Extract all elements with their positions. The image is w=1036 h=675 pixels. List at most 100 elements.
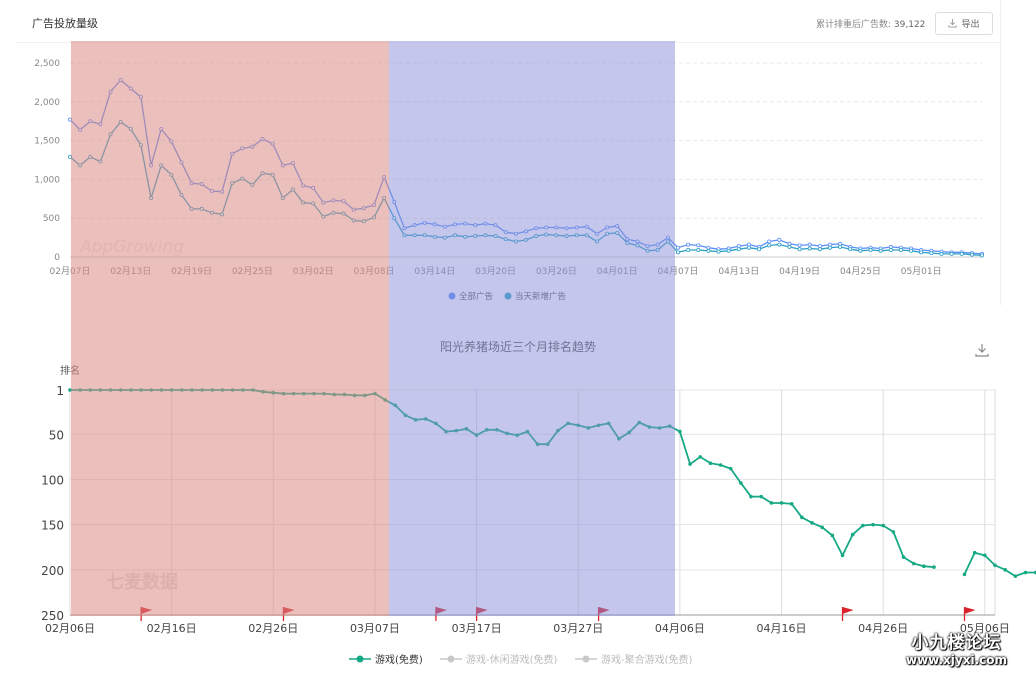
x-tick-label: 04月07日	[658, 266, 699, 277]
data-point	[716, 249, 721, 254]
download-chart-icon[interactable]	[975, 343, 989, 357]
rank-point	[1003, 568, 1007, 572]
legend-label: 游戏-聚合游戏(免费)	[601, 653, 693, 666]
data-point	[686, 248, 691, 253]
data-point	[726, 248, 731, 253]
data-point	[696, 243, 701, 248]
data-point	[929, 251, 934, 256]
rank-point	[861, 523, 865, 528]
y-tick-label: 500	[43, 214, 60, 224]
data-point	[838, 244, 843, 249]
data-point	[909, 248, 914, 253]
highlight-band-blue	[389, 41, 675, 616]
data-point	[828, 245, 833, 250]
flag-icon	[964, 607, 976, 614]
data-point	[898, 248, 903, 253]
x-tick-label: 04月26日	[858, 622, 908, 635]
x-tick-label: 04月16日	[757, 622, 807, 635]
site-watermark: 小九楼论坛 www.xjyxi.com	[906, 628, 1007, 667]
y-tick-label: 1,500	[34, 137, 60, 147]
download-icon	[948, 19, 958, 28]
data-point	[696, 248, 701, 253]
y-tick-label: 0	[54, 253, 60, 263]
data-point	[969, 252, 974, 257]
data-point	[817, 247, 822, 252]
rank-point	[678, 429, 682, 434]
rank-point	[718, 463, 723, 467]
rank-point	[891, 530, 896, 534]
rank-point	[911, 561, 916, 566]
rank-point	[962, 572, 967, 577]
rank-point	[1033, 570, 1036, 575]
export-button[interactable]: 导出	[935, 12, 993, 35]
ad-volume-panel	[16, 0, 1001, 305]
rank-point	[759, 494, 764, 499]
rank-point	[871, 522, 875, 527]
rank-point	[708, 461, 713, 465]
x-tick-label: 02月06日	[45, 622, 95, 635]
data-point	[807, 246, 812, 251]
x-tick-label: 05月06日	[960, 622, 1010, 635]
data-point	[706, 248, 711, 253]
data-point	[858, 248, 863, 253]
rank-point	[810, 521, 814, 525]
data-point	[736, 247, 741, 252]
x-tick-label: 02月07日	[50, 266, 91, 277]
rank-point	[789, 502, 794, 506]
y-tick-label: 1	[56, 384, 64, 398]
ad-volume-title: 广告投放量级	[32, 17, 98, 30]
rank-point	[850, 532, 855, 537]
rank-point	[901, 555, 906, 559]
y-tick-label: 100	[41, 473, 64, 487]
data-point	[797, 243, 802, 248]
rank-point	[922, 564, 926, 569]
data-point	[959, 251, 964, 256]
data-point	[868, 248, 873, 253]
data-point	[686, 242, 691, 247]
y-tick-label: 50	[49, 428, 64, 442]
data-point	[878, 248, 883, 253]
rank-point	[881, 523, 885, 528]
y-tick-label: 150	[41, 519, 64, 533]
x-tick-label: 03月07日	[350, 622, 400, 635]
data-point	[888, 248, 893, 253]
data-point	[767, 239, 772, 244]
data-point	[848, 247, 853, 252]
rank-point	[749, 494, 753, 499]
rank-point	[698, 455, 703, 459]
site-watermark-name: 小九楼论坛	[911, 633, 1002, 653]
export-label: 导出	[961, 20, 980, 30]
total-ads-value: 39,122	[893, 20, 926, 30]
data-point	[777, 242, 782, 247]
rank-point	[1023, 570, 1028, 575]
x-tick-label: 04月06日	[655, 622, 705, 635]
rank-point	[1013, 574, 1018, 578]
x-tick-label: 04月25日	[840, 266, 881, 277]
rank-point	[840, 553, 845, 558]
rank-point	[983, 553, 987, 558]
x-tick-label: 03月27日	[553, 622, 603, 635]
rank-point	[688, 462, 692, 466]
legend-label: 游戏(免费)	[375, 653, 423, 666]
legend-marker	[447, 655, 455, 663]
data-point	[919, 250, 924, 255]
legend-marker	[356, 655, 364, 663]
highlight-band-red	[71, 41, 389, 616]
x-tick-label: 02月26日	[248, 622, 298, 635]
y-tick-label: 1,000	[34, 175, 60, 185]
rank-point	[68, 388, 72, 392]
x-tick-label: 05月01日	[901, 266, 942, 277]
total-ads-label: 累计排重后广告数:	[816, 20, 892, 30]
data-point	[980, 253, 985, 258]
data-point	[777, 237, 782, 242]
y-tick-label: 2,500	[34, 59, 60, 69]
rank-point	[932, 565, 936, 569]
rank-point	[820, 525, 824, 530]
data-point	[949, 251, 954, 256]
data-point	[787, 244, 792, 249]
data-point	[757, 247, 762, 252]
data-point	[767, 243, 772, 248]
y-tick-label: 2,000	[34, 98, 60, 108]
x-tick-label: 04月13日	[718, 266, 759, 277]
